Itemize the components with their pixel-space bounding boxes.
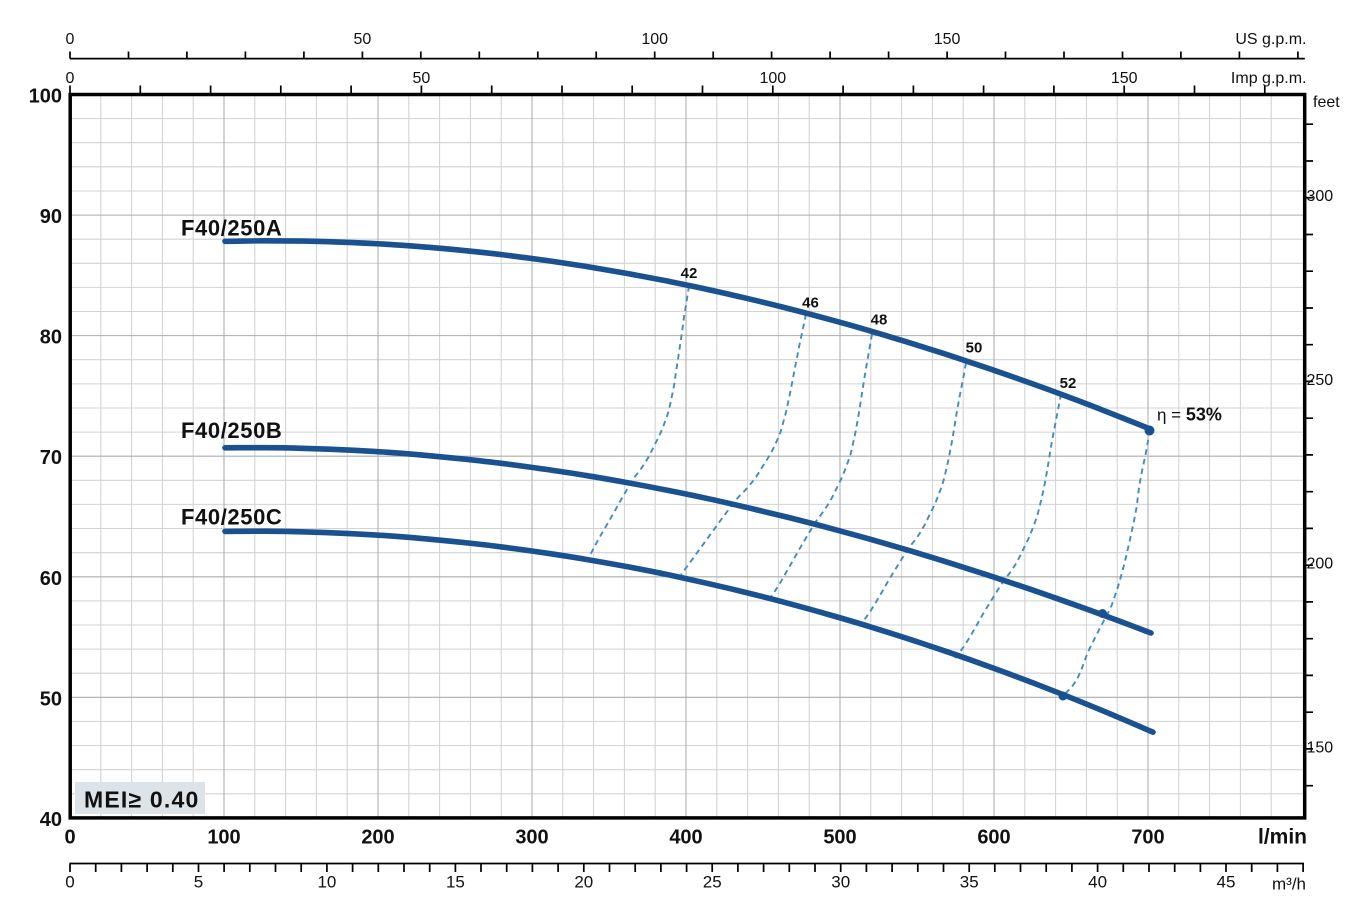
svg-text:50: 50 [354, 31, 372, 48]
svg-text:300: 300 [515, 827, 548, 849]
svg-text:400: 400 [669, 827, 702, 849]
svg-text:F40/250B: F40/250B [181, 418, 282, 443]
svg-text:60: 60 [40, 568, 62, 590]
svg-text:0: 0 [66, 31, 75, 48]
svg-text:MEI≥ 0.40: MEI≥ 0.40 [84, 787, 199, 813]
svg-text:100: 100 [29, 86, 62, 108]
svg-text:0: 0 [66, 70, 75, 87]
svg-text:35: 35 [960, 873, 979, 892]
svg-text:50: 50 [413, 70, 431, 87]
svg-text:700: 700 [1131, 827, 1164, 849]
svg-text:feet: feet [1313, 94, 1340, 111]
svg-text:F40/250C: F40/250C [181, 505, 282, 530]
svg-text:150: 150 [1307, 739, 1334, 756]
svg-text:45: 45 [1217, 873, 1236, 892]
svg-text:52: 52 [1060, 375, 1077, 392]
svg-text:200: 200 [1307, 556, 1334, 573]
svg-text:100: 100 [207, 827, 240, 849]
svg-text:500: 500 [823, 827, 856, 849]
svg-text:30: 30 [831, 873, 850, 892]
svg-text:m³/h: m³/h [1272, 875, 1306, 894]
svg-text:90: 90 [40, 206, 62, 228]
svg-text:250: 250 [1307, 372, 1334, 389]
svg-text:20: 20 [574, 873, 593, 892]
svg-text:150: 150 [934, 31, 961, 48]
svg-text:70: 70 [40, 447, 62, 469]
svg-text:300: 300 [1307, 188, 1334, 205]
svg-text:100: 100 [759, 70, 786, 87]
svg-text:15: 15 [446, 873, 465, 892]
svg-text:42: 42 [681, 265, 698, 282]
svg-text:0: 0 [64, 827, 75, 849]
svg-text:46: 46 [802, 294, 819, 311]
svg-text:US g.p.m.: US g.p.m. [1235, 31, 1306, 48]
svg-text:0: 0 [65, 873, 74, 892]
svg-text:50: 50 [966, 339, 983, 356]
svg-text:l/min: l/min [1258, 826, 1307, 849]
svg-text:25: 25 [703, 873, 722, 892]
svg-text:100: 100 [641, 31, 668, 48]
svg-text:48: 48 [871, 311, 888, 328]
svg-text:80: 80 [40, 327, 62, 349]
svg-text:F40/250A: F40/250A [181, 215, 282, 240]
svg-text:Imp g.p.m.: Imp g.p.m. [1231, 70, 1307, 87]
svg-text:40: 40 [40, 809, 62, 831]
svg-text:10: 10 [317, 873, 336, 892]
svg-text:200: 200 [361, 827, 394, 849]
svg-text:40: 40 [1088, 873, 1107, 892]
svg-text:5: 5 [194, 873, 203, 892]
svg-text:50: 50 [40, 688, 62, 710]
svg-text:150: 150 [1111, 70, 1138, 87]
svg-text:600: 600 [977, 827, 1010, 849]
svg-text:η = 53%: η = 53% [1157, 405, 1222, 425]
